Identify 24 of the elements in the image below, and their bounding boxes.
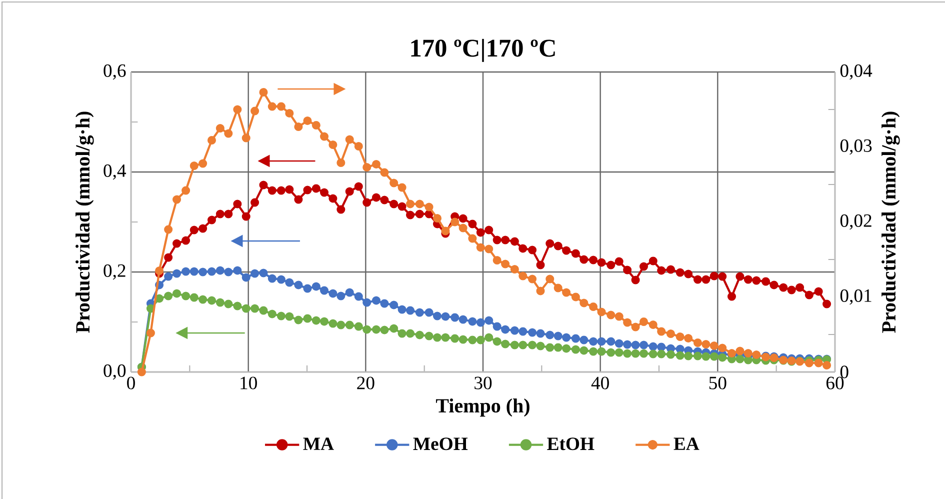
x-tick-label: 50 <box>709 376 726 390</box>
legend-label: MA <box>303 438 334 450</box>
y-tick-label: 0,2 <box>104 264 126 280</box>
y2-tick-label: 0,02 <box>840 214 872 230</box>
legend-label: EA <box>674 438 700 450</box>
y-tick-label: 0,0 <box>104 364 126 380</box>
x-tick-label: 20 <box>357 376 374 390</box>
chart-title: 170 ºC|170 ºC <box>411 38 555 62</box>
y-tick-label: 0,6 <box>104 64 126 80</box>
x-tick-label: 30 <box>474 376 492 390</box>
x-tick-label: 10 <box>240 376 257 390</box>
y2-tick-label: 0,03 <box>840 139 872 155</box>
y2-tick-label: 0,01 <box>840 289 872 305</box>
y-axis-title: Productividad (mmol/g·h) <box>76 112 94 333</box>
y2-tick-label: 0,04 <box>840 64 872 80</box>
x-tick-label: 0 <box>127 376 135 390</box>
y2-tick-label: 0 <box>840 366 848 378</box>
x-tick-label: 40 <box>591 376 609 390</box>
y2-axis-title: Productividad (mmol/g·h) <box>882 112 900 333</box>
y-tick-label: 0,4 <box>104 164 126 180</box>
x-axis-title: Tiempo (h) <box>436 398 530 417</box>
legend-label: EtOH <box>547 438 594 450</box>
x-tick-label: 60 <box>826 376 844 390</box>
legend-label: MeOH <box>413 438 468 450</box>
